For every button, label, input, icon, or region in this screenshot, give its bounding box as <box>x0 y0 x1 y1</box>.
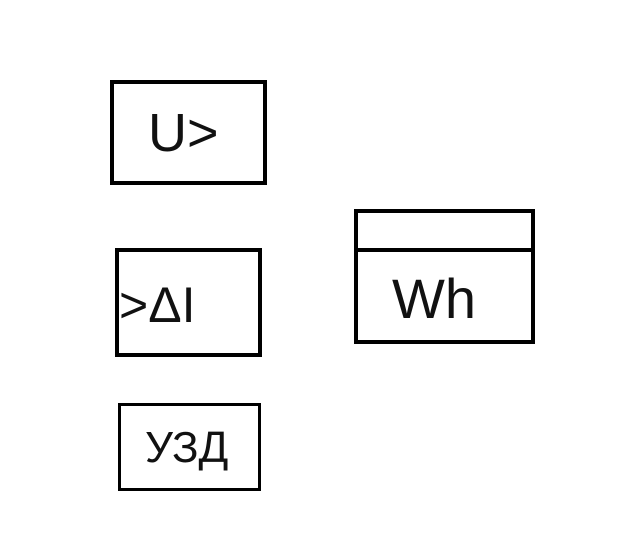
differential-relay-symbol: >ΔI <box>115 248 262 357</box>
energy-meter-divider <box>358 248 531 252</box>
protection-device-symbol: УЗД <box>118 403 261 491</box>
energy-meter-symbol: Wh <box>354 209 535 344</box>
overvoltage-relay-symbol: U> <box>110 80 267 185</box>
overvoltage-relay-label: U> <box>148 103 219 163</box>
protection-device-label: УЗД <box>145 423 229 472</box>
differential-relay-label: >ΔI <box>119 277 196 333</box>
energy-meter-label: Wh <box>392 267 476 330</box>
